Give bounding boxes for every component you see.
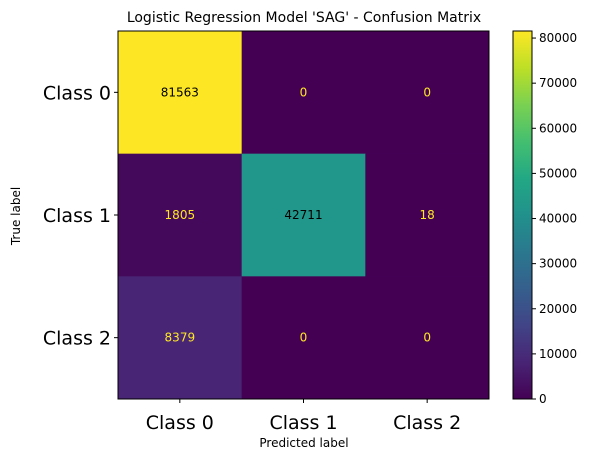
cell-value-label: 18: [420, 208, 435, 222]
cell-value-label: 0: [423, 331, 431, 345]
x-axis-ticks: Class 0 Class 1 Class 2: [146, 399, 461, 434]
heatmap-cell: [241, 31, 366, 155]
heatmap-cell: [118, 276, 243, 400]
y-axis-ticks: Class 0 Class 1 Class 2: [43, 82, 118, 350]
heatmap-cell: [365, 31, 490, 155]
y-tick-label: Class 2: [43, 328, 111, 350]
cell-value-label: 8379: [165, 331, 196, 345]
heatmap-cell: [118, 153, 243, 277]
colorbar-tick-label: 0: [539, 392, 547, 406]
colorbar-tick-label: 20000: [539, 302, 577, 316]
colorbar-tick-label: 70000: [539, 76, 577, 90]
cell-value-label: 42711: [284, 208, 322, 222]
cell-value-label: 0: [423, 85, 431, 99]
colorbar-tick-label: 50000: [539, 166, 577, 180]
heatmap-cell: [365, 153, 490, 277]
cell-value-label: 1805: [165, 208, 196, 222]
cell-value-label: 81563: [161, 85, 199, 99]
heatmap-cell: [241, 276, 366, 400]
y-axis-label: True label: [9, 187, 23, 246]
y-tick-label: Class 1: [43, 205, 111, 227]
colorbar-tick-label: 10000: [539, 347, 577, 361]
cell-value-label: 0: [300, 331, 308, 345]
colorbar-tick-label: 60000: [539, 121, 577, 135]
colorbar-tick-label: 30000: [539, 257, 577, 271]
x-tick-label: Class 1: [269, 412, 337, 434]
y-tick-label: Class 0: [43, 82, 111, 104]
heatmap-cell: [365, 276, 490, 400]
heatmap-cell: [118, 31, 243, 155]
colorbar: [512, 30, 533, 400]
x-tick-label: Class 2: [393, 412, 461, 434]
colorbar-ticks: 0 10000 20000 30000 40000 50000 60000 70000 8000…: [532, 31, 577, 406]
x-axis-label: Predicted label: [259, 436, 348, 450]
colorbar-tick-label: 80000: [539, 31, 577, 45]
colorbar-tick-label: 40000: [539, 212, 577, 226]
x-tick-label: Class 0: [146, 412, 214, 434]
cell-value-label: 0: [300, 85, 308, 99]
heatmap-cells: 81563 0 0 1805 42711 18 8379 0 0: [118, 31, 490, 400]
heatmap-cell: [241, 153, 366, 277]
chart-title: Logistic Regression Model 'SAG' - Confus…: [127, 10, 481, 26]
